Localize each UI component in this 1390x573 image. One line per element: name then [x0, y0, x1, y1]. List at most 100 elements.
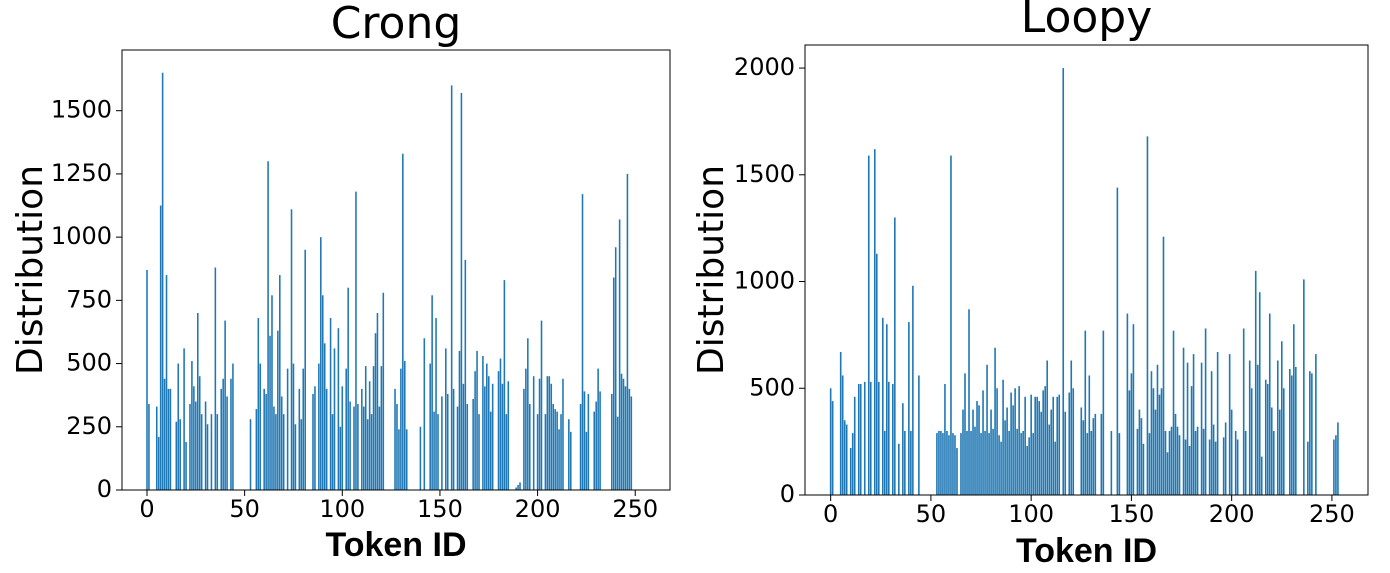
bar [1002, 379, 1004, 495]
bar [312, 393, 314, 490]
bar [1008, 430, 1010, 495]
bar [472, 398, 474, 490]
bar [157, 436, 160, 490]
bar [630, 396, 633, 490]
bar [1116, 187, 1119, 496]
bar [478, 414, 480, 490]
bar [487, 376, 490, 490]
bar [466, 404, 469, 490]
bar [382, 292, 385, 490]
bar [185, 441, 187, 490]
bar [437, 414, 439, 490]
bar [339, 426, 342, 490]
bar [546, 376, 549, 490]
x-tick-label: 150 [1109, 500, 1155, 528]
bar [1160, 388, 1163, 495]
bar [298, 388, 301, 490]
bar [273, 406, 275, 490]
bar [353, 406, 355, 490]
bar [960, 433, 962, 495]
bar [1084, 330, 1087, 495]
y-tick-label: 250 [66, 412, 112, 440]
bar [1268, 313, 1271, 495]
bar [857, 383, 860, 495]
bar [1126, 313, 1129, 495]
bar [1032, 433, 1034, 495]
bar [1182, 347, 1185, 495]
bar [1028, 437, 1030, 495]
bar [912, 285, 914, 495]
bar [376, 312, 379, 490]
bar [877, 381, 880, 495]
bar [429, 363, 431, 490]
bar [333, 348, 336, 490]
bar [331, 414, 334, 490]
bar [1224, 422, 1227, 495]
bar [1036, 396, 1038, 495]
bar [978, 405, 980, 495]
bar [1291, 375, 1293, 495]
plot-frame [121, 49, 671, 491]
bar [224, 320, 226, 490]
bar [435, 318, 437, 490]
bar [938, 430, 940, 495]
bar [1040, 411, 1042, 495]
bar [286, 368, 289, 490]
bar [1022, 430, 1024, 495]
bar [456, 406, 459, 490]
bar [829, 388, 832, 495]
bar [323, 343, 326, 490]
y-tick-label: 1000 [51, 222, 112, 250]
bar [460, 92, 463, 491]
bar [996, 388, 998, 495]
bar [1208, 439, 1211, 495]
bar [220, 388, 222, 490]
bar [970, 430, 972, 495]
bar [1230, 409, 1233, 495]
bar [167, 388, 170, 490]
bar [419, 426, 422, 490]
bar [204, 401, 207, 490]
bar [320, 237, 322, 490]
bar [1142, 443, 1145, 495]
bar [1118, 433, 1121, 495]
bar [405, 429, 408, 490]
x-axis-label: Token ID [1016, 532, 1157, 570]
bar [562, 378, 564, 490]
bar [364, 366, 367, 490]
bar [374, 333, 377, 490]
bar [540, 320, 543, 490]
bar [1202, 428, 1205, 495]
bar [1152, 388, 1155, 495]
bar [558, 429, 560, 490]
x-tick-label: 50 [916, 500, 947, 528]
bar [148, 404, 150, 490]
bar [1295, 366, 1297, 495]
bar [1158, 394, 1161, 495]
bar [1018, 386, 1020, 495]
bar [936, 433, 938, 495]
bar [583, 391, 586, 490]
bar [552, 404, 554, 490]
bar [1064, 411, 1067, 495]
y-tick-label: 1000 [734, 267, 795, 295]
bar [548, 376, 551, 490]
bar [618, 219, 621, 490]
bar [968, 309, 970, 495]
bar [1260, 456, 1263, 495]
bar [499, 358, 502, 490]
bar [1244, 430, 1247, 495]
y-tick-label: 0 [97, 475, 112, 503]
bar [431, 295, 433, 490]
bar [1048, 424, 1051, 495]
bar [214, 267, 217, 490]
bar [216, 414, 219, 490]
bar [368, 381, 371, 490]
bar [597, 368, 599, 490]
bar [587, 393, 590, 490]
bar [1102, 330, 1105, 495]
bar [230, 378, 232, 490]
bar [146, 270, 148, 490]
bar [1056, 396, 1059, 495]
bar [302, 368, 305, 490]
